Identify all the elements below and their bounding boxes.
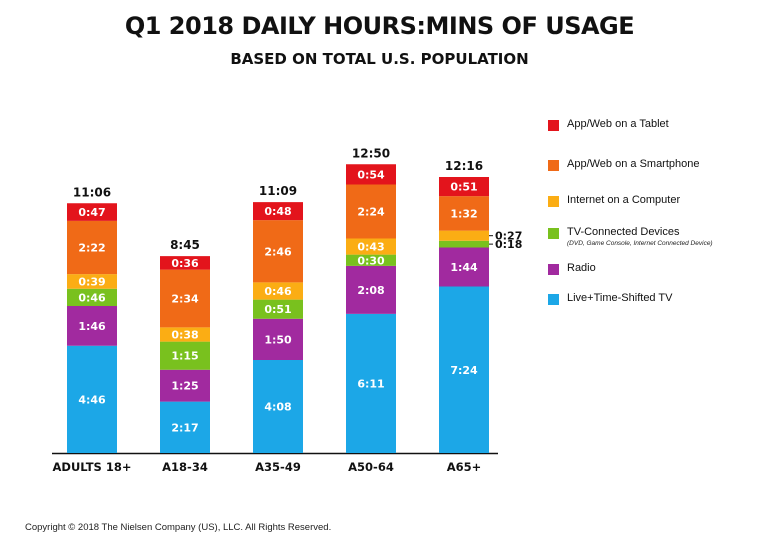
category-label: ADULTS 18+: [53, 460, 132, 474]
data-label: 2:34: [171, 293, 199, 306]
legend-item: TV-Connected Devices (DVD, Game Console, …: [548, 226, 753, 262]
bar-segment: [439, 286, 489, 453]
bar-segment: [160, 401, 210, 453]
legend-item: Internet on a Computer: [548, 194, 753, 230]
legend-note: (DVD, Game Console, Internet Connected D…: [567, 240, 713, 247]
data-label: 4:08: [264, 401, 291, 414]
data-label: 0:51: [264, 303, 291, 316]
legend-label: App/Web on a Smartphone: [567, 158, 700, 170]
category-label: A50-64: [348, 460, 394, 474]
data-label: 0:51: [450, 181, 477, 194]
category-label: A35-49: [255, 460, 301, 474]
bar-segment: [439, 196, 489, 231]
legend-swatch: [548, 228, 559, 239]
bar-segment: [67, 345, 117, 453]
bar-segment: [67, 306, 117, 346]
bar-segment: [253, 202, 303, 221]
bar-segment: [346, 238, 396, 255]
data-label: 2:08: [357, 284, 384, 297]
data-label: 7:24: [450, 364, 478, 377]
bar-segment: [346, 164, 396, 185]
data-label: 0:36: [171, 257, 199, 270]
legend-item: App/Web on a Tablet: [548, 118, 753, 154]
legend-label: App/Web on a Tablet: [567, 118, 669, 130]
legend-item: Radio: [548, 262, 753, 298]
data-label: 0:27: [495, 230, 522, 243]
chart-title: Q1 2018 DAILY HOURS:MINS OF USAGE: [124, 12, 635, 40]
data-label: 0:48: [264, 205, 291, 218]
bar-segment: [160, 341, 210, 370]
bar-segment: [253, 360, 303, 453]
bar-segment: [160, 256, 210, 270]
total-label: 11:06: [73, 185, 111, 199]
data-label: 1:25: [171, 380, 198, 393]
legend-swatch: [548, 160, 559, 171]
bar-segment: [439, 247, 489, 287]
data-label: 0:47: [78, 206, 105, 219]
total-label: 11:09: [259, 184, 297, 198]
bar-segment: [439, 240, 489, 248]
data-label: 0:18: [495, 238, 522, 251]
data-label: 0:39: [78, 275, 105, 288]
data-label: 0:43: [357, 241, 384, 254]
bar-segment: [346, 184, 396, 239]
data-label: 1:15: [171, 350, 198, 363]
data-label: 6:11: [357, 377, 384, 390]
legend-label: Live+Time-Shifted TV: [567, 292, 673, 304]
bar-segment: [67, 274, 117, 289]
bar-segment: [253, 318, 303, 360]
total-label: 8:45: [170, 238, 200, 252]
data-label: 2:17: [171, 421, 198, 434]
data-label: 1:50: [264, 333, 292, 346]
bar-segment: [253, 282, 303, 300]
bar-segment: [67, 220, 117, 275]
legend-item: Live+Time-Shifted TV: [548, 292, 753, 328]
chart-subtitle: BASED ON TOTAL U.S. POPULATION: [230, 50, 529, 68]
legend-label: Internet on a Computer: [567, 194, 681, 206]
legend-label: TV-Connected Devices: [567, 226, 680, 238]
data-label: 2:22: [78, 242, 105, 255]
bar-segment: [160, 327, 210, 342]
bar-segment: [346, 254, 396, 266]
bar-segment: [67, 288, 117, 306]
legend-swatch: [548, 196, 559, 207]
legend-item: App/Web on a Smartphone: [548, 158, 753, 194]
legend-swatch: [548, 264, 559, 275]
legend-label: Radio: [567, 262, 596, 274]
data-label: 0:46: [264, 285, 292, 298]
data-label: 1:46: [78, 320, 106, 333]
bar-segment: [439, 177, 489, 197]
bar-segment: [67, 203, 117, 221]
bar-segment: [346, 265, 396, 314]
legend-swatch: [548, 120, 559, 131]
data-label: 2:46: [264, 245, 292, 258]
data-label: 0:46: [78, 291, 106, 304]
data-label: 1:44: [450, 261, 478, 274]
bar-segment: [346, 313, 396, 453]
data-label: 1:32: [450, 207, 477, 220]
bar-segment: [160, 269, 210, 328]
total-label: 12:16: [445, 159, 483, 173]
category-label: A65+: [447, 460, 482, 474]
bar-segment: [253, 299, 303, 319]
legend-swatch: [548, 294, 559, 305]
data-label: 4:46: [78, 393, 106, 406]
bar-segment: [160, 369, 210, 402]
data-label: 0:30: [357, 254, 385, 267]
data-label: 2:24: [357, 206, 385, 219]
data-label: 0:38: [171, 329, 198, 342]
copyright-notice: Copyright © 2018 The Nielsen Company (US…: [25, 522, 332, 533]
bar-segment: [253, 220, 303, 283]
data-label: 0:54: [357, 168, 385, 181]
category-label: A18-34: [162, 460, 208, 474]
bar-segment: [439, 230, 489, 241]
total-label: 12:50: [352, 146, 390, 160]
